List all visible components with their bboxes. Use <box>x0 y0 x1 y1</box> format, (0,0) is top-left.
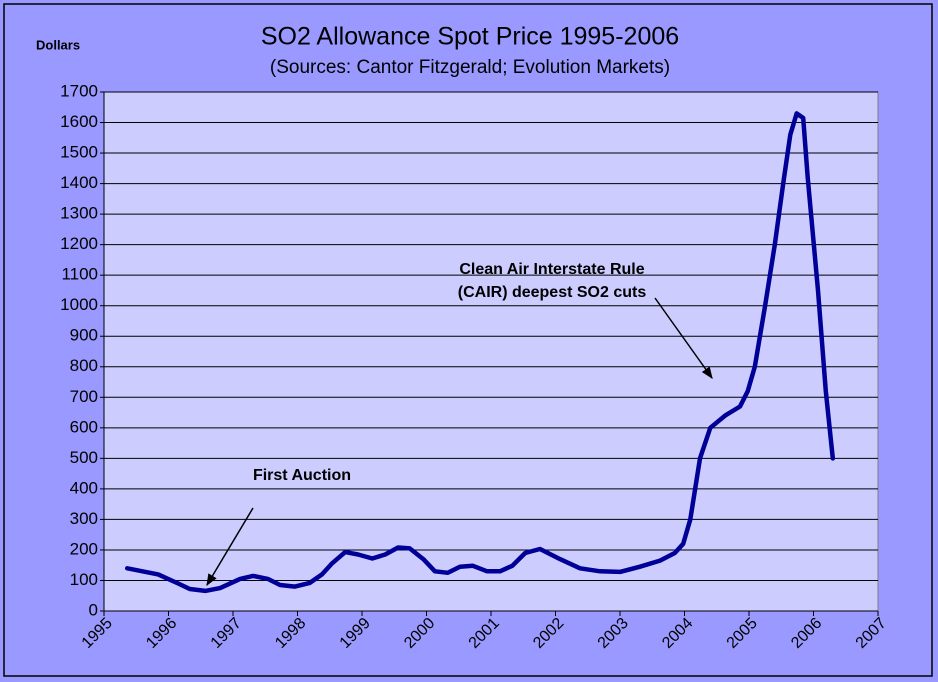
y-tick-label: 1600 <box>60 112 98 131</box>
series <box>124 111 836 594</box>
y-tick-label: 0 <box>89 600 98 619</box>
y-axis-label: Dollars <box>36 37 80 52</box>
y-tick-label: 1200 <box>60 234 98 253</box>
y-tick-label: 1300 <box>60 204 98 223</box>
y-tick-label: 100 <box>70 570 98 589</box>
y-tick-label: 1000 <box>60 295 98 314</box>
y-tick-label: 1100 <box>61 265 98 284</box>
annotation: First Auction <box>253 467 351 484</box>
y-tick-label: 400 <box>70 478 98 497</box>
y-tick-label: 1500 <box>60 143 98 162</box>
plot-area <box>103 91 879 612</box>
y-tick-label: 200 <box>70 539 98 558</box>
y-tick-label: 600 <box>70 417 98 436</box>
y-tick-label: 800 <box>70 356 98 375</box>
chart-border <box>3 3 933 677</box>
y-tick-label: 1400 <box>60 173 98 192</box>
y-tick-label: 900 <box>70 326 98 345</box>
annotation-arrow <box>654 297 713 379</box>
annotation-arrow <box>206 507 254 587</box>
annotation: (CAIR) deepest SO2 cuts <box>458 284 647 301</box>
chart-subtitle: (Sources: Cantor Fitzgerald; Evolution M… <box>270 57 670 78</box>
y-tick-label: 1700 <box>60 81 98 100</box>
y-tick-label: 700 <box>70 387 98 406</box>
grid <box>100 91 879 616</box>
y-tick-label: 500 <box>70 448 98 467</box>
chart-title: SO2 Allowance Spot Price 1995-2006 <box>261 23 679 51</box>
annotation: Clean Air Interstate Rule <box>459 261 644 278</box>
y-tick-label: 300 <box>70 509 98 528</box>
price-line <box>124 111 836 594</box>
